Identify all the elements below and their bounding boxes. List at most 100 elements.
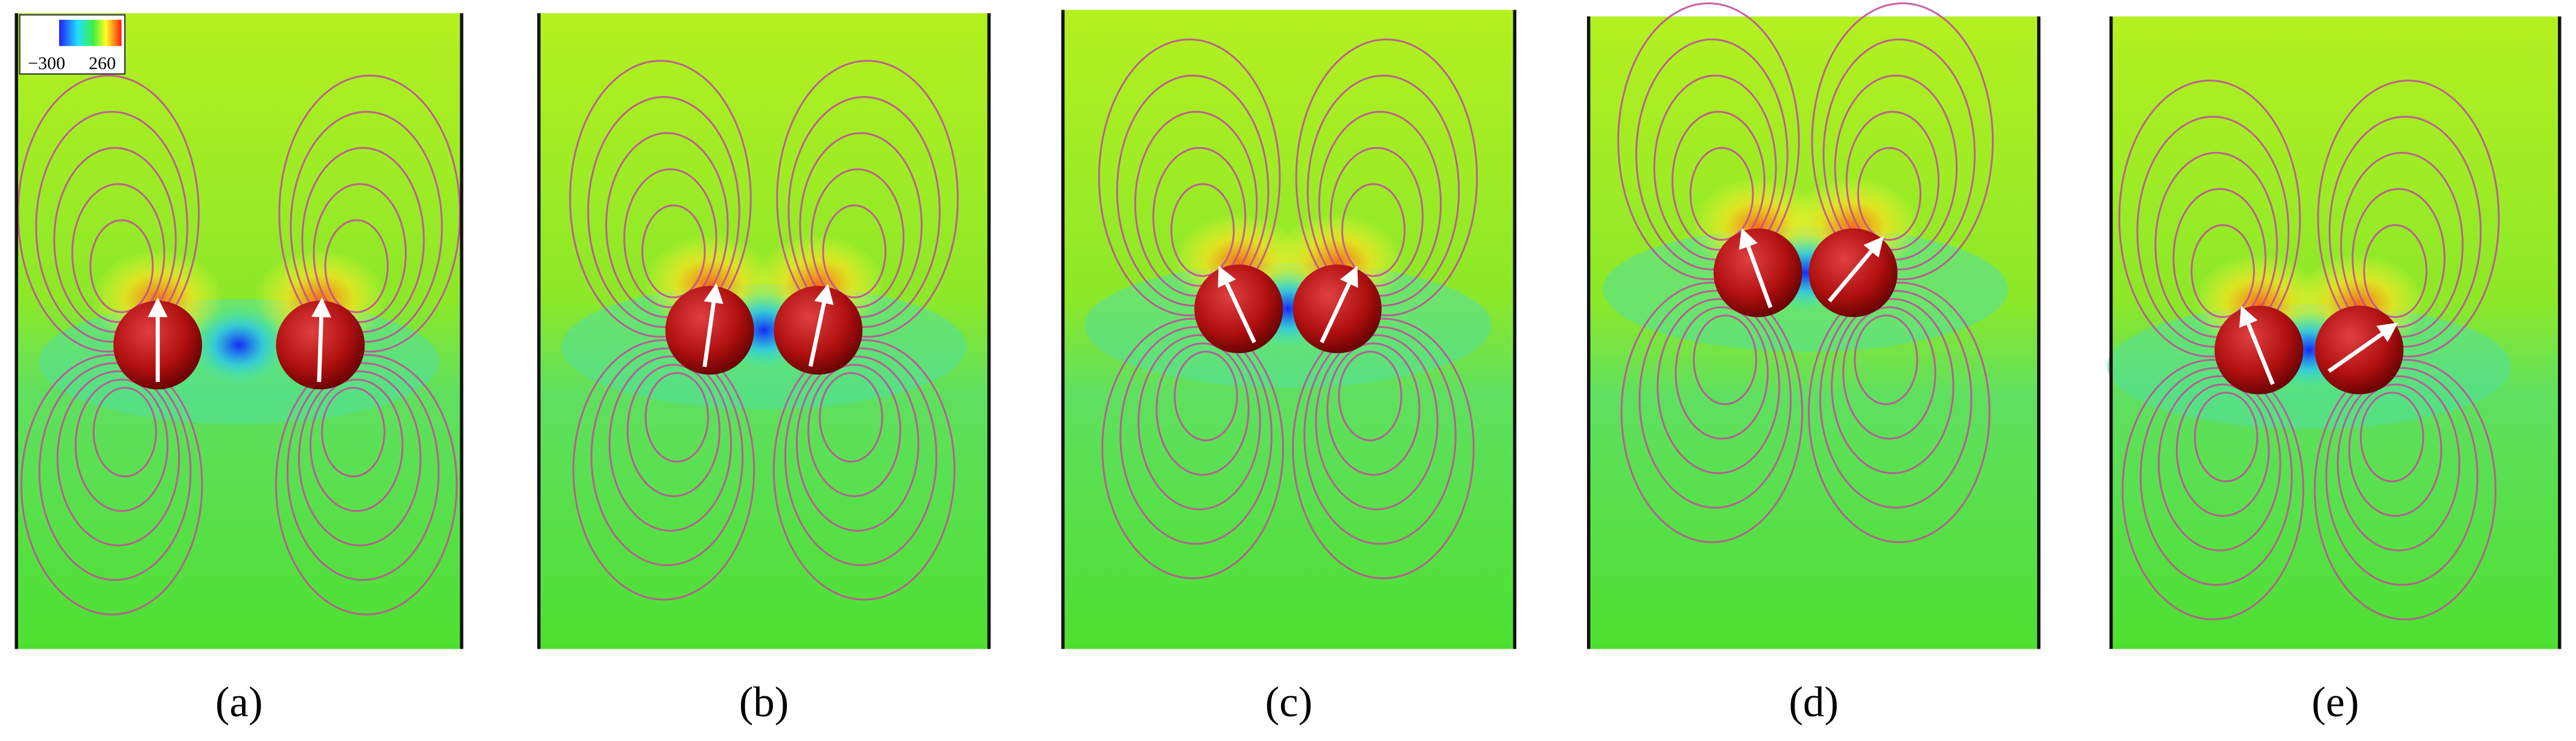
panel-label: (b) <box>739 679 789 726</box>
arrow-head <box>704 283 724 304</box>
streamline <box>321 387 386 478</box>
streamline <box>92 387 157 478</box>
panel-label: (e) <box>2312 679 2359 726</box>
arrow-head <box>1218 266 1236 288</box>
streamline <box>587 96 740 328</box>
streamline <box>1690 147 1754 241</box>
streamline <box>1326 342 1420 476</box>
streamline <box>819 372 883 463</box>
streamline <box>298 370 422 547</box>
streamline <box>2122 358 2304 620</box>
streamline <box>799 132 923 319</box>
arrow-head <box>311 297 331 318</box>
streamline <box>1152 147 1247 287</box>
streamlines <box>1098 38 1478 579</box>
panel <box>1587 2 2041 649</box>
streamline <box>1693 314 1757 405</box>
streamline <box>1834 74 1958 261</box>
streamline <box>1292 317 1475 579</box>
streamline <box>572 339 755 601</box>
streamline <box>56 370 180 547</box>
streamline <box>313 183 407 323</box>
streamline <box>1811 2 1994 281</box>
streamline <box>1656 298 1781 474</box>
streamline <box>2336 375 2461 552</box>
streamline <box>2118 79 2301 358</box>
streamline <box>324 219 389 313</box>
arrow-head <box>1863 236 1884 258</box>
streamline <box>2175 383 2270 517</box>
streamline <box>1842 306 1936 440</box>
streamline <box>2190 224 2255 319</box>
streamline <box>641 204 706 299</box>
arrow-head <box>148 297 168 317</box>
streamline <box>2317 79 2500 358</box>
streamline <box>2359 392 2425 483</box>
colorbar-label: −300 <box>28 53 65 73</box>
streamline <box>626 363 720 497</box>
streamline <box>1295 38 1478 317</box>
streamline <box>1845 110 1940 251</box>
streamline <box>1617 2 1800 281</box>
streamline <box>784 347 938 567</box>
streamline <box>1329 147 1424 287</box>
streamlines <box>569 60 959 601</box>
streamlines <box>17 74 461 615</box>
streamline <box>1341 183 1406 277</box>
arrow-head <box>814 284 834 305</box>
streamline <box>1303 326 1457 545</box>
arrow-head <box>1340 266 1358 288</box>
streamline <box>89 219 154 313</box>
streamlines <box>2118 79 2500 620</box>
streamline <box>1822 38 1976 271</box>
colorbar-label: 260 <box>89 53 116 73</box>
streamline <box>1638 290 1792 509</box>
streamline <box>1170 183 1235 277</box>
streamline <box>2136 115 2290 348</box>
streamline <box>2172 188 2266 328</box>
streamline <box>795 355 920 532</box>
streamline <box>53 147 177 333</box>
arrow-head <box>1738 227 1758 250</box>
streamline <box>38 362 192 581</box>
streamline <box>1831 298 1954 474</box>
streamline <box>275 354 458 615</box>
streamline <box>2154 151 2278 338</box>
streamline <box>1653 74 1777 261</box>
streamline <box>1635 38 1789 271</box>
streamline <box>1857 147 1922 241</box>
streamline <box>2157 375 2282 552</box>
streamline <box>1174 351 1238 442</box>
streamline <box>605 132 729 319</box>
streamline <box>1318 110 1442 297</box>
streamline <box>1101 317 1284 579</box>
arrow-head <box>2376 322 2399 342</box>
cold-zone <box>189 305 288 385</box>
streamline <box>35 110 188 343</box>
panel-label: (a) <box>215 679 263 726</box>
colorbar-gradient <box>59 19 122 46</box>
streamline <box>1098 38 1281 317</box>
streamlines <box>1617 2 1994 544</box>
colorbar: −300 260 <box>19 14 126 75</box>
streamline <box>2329 115 2482 348</box>
streamline <box>608 355 733 532</box>
streamline <box>644 372 709 463</box>
streamline <box>2325 367 2479 586</box>
streamline <box>1134 110 1258 297</box>
streamline <box>1156 342 1250 476</box>
streamline <box>1671 110 1766 251</box>
streamline <box>1819 290 1973 509</box>
streamline <box>1116 74 1270 307</box>
panel <box>2107 16 2562 649</box>
streamline <box>1306 74 1460 307</box>
panel <box>537 13 991 649</box>
streamline <box>286 362 440 581</box>
streamline <box>1808 281 1991 544</box>
arrow-head <box>2239 305 2258 328</box>
streamline <box>1338 351 1402 442</box>
streamline <box>2363 224 2428 319</box>
streamline <box>2348 383 2443 517</box>
